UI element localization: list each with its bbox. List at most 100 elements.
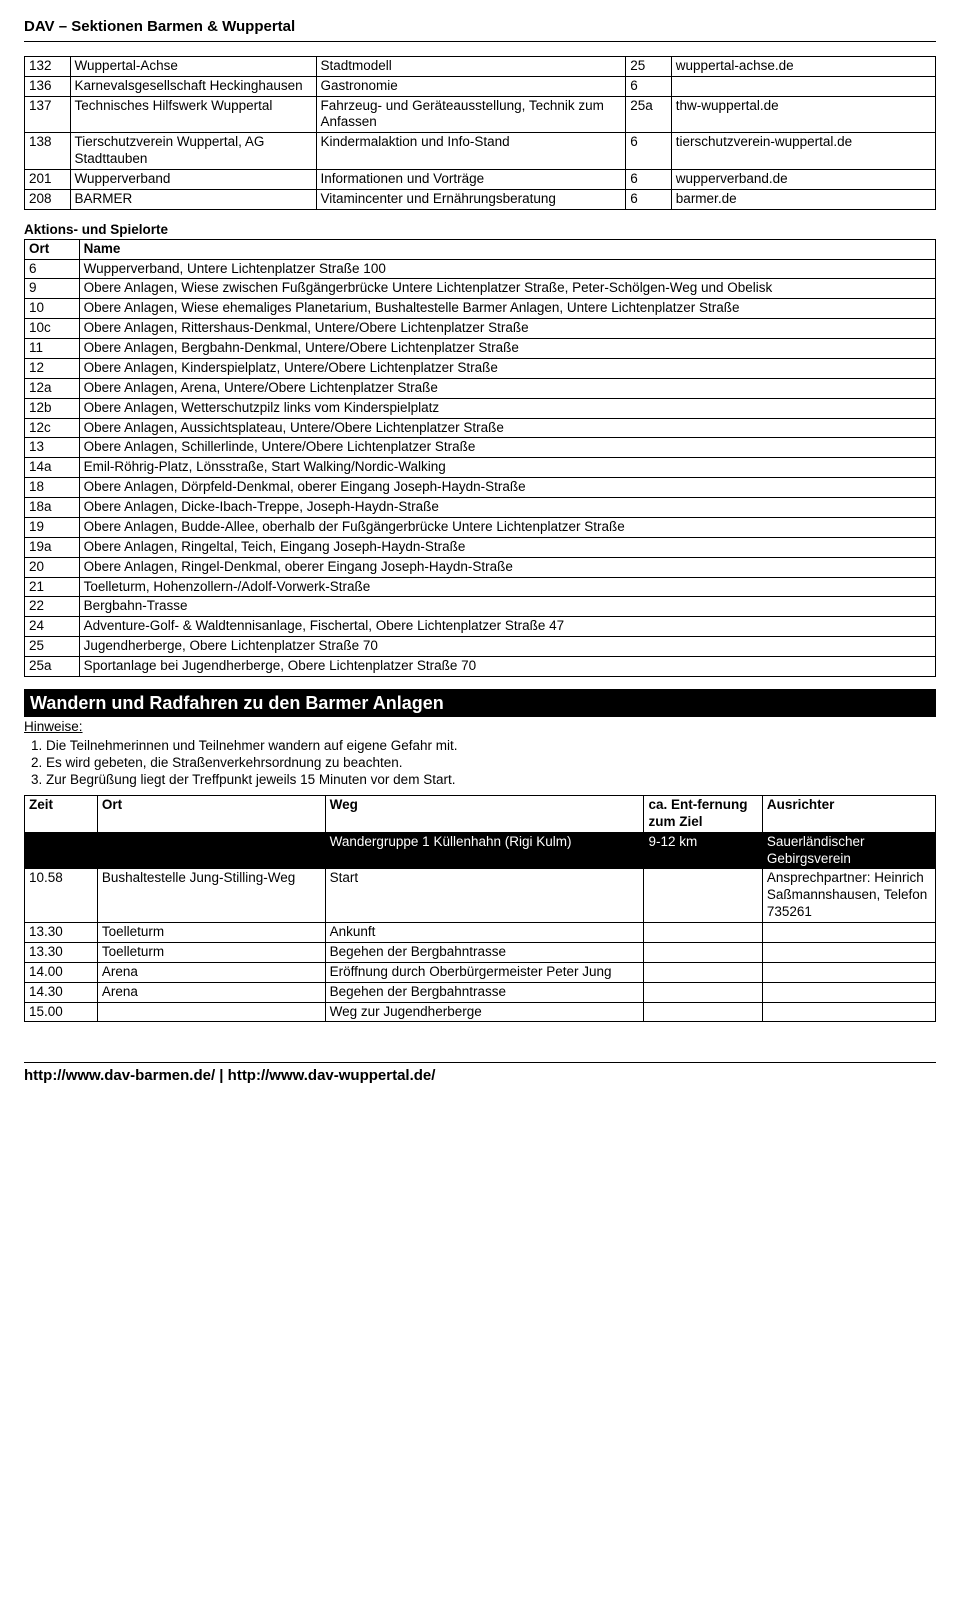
table-cell	[97, 832, 325, 869]
table-cell: Wupperverband	[70, 170, 316, 190]
table-cell: Obere Anlagen, Wiese ehemaliges Planetar…	[79, 299, 935, 319]
table-cell: Wupperverband, Untere Lichtenplatzer Str…	[79, 259, 935, 279]
table-cell: 19	[25, 517, 80, 537]
col-weg: Weg	[325, 795, 644, 832]
table-cell	[644, 982, 762, 1002]
table-cell: 25a	[25, 657, 80, 677]
table-cell	[644, 942, 762, 962]
table-cell: Stadtmodell	[316, 56, 626, 76]
table-cell: Informationen und Vorträge	[316, 170, 626, 190]
table-cell: Sportanlage bei Jugendherberge, Obere Li…	[79, 657, 935, 677]
table-cell: Wuppertal-Achse	[70, 56, 316, 76]
table-cell: Arena	[97, 982, 325, 1002]
table-cell: 132	[25, 56, 71, 76]
hint-item: Die Teilnehmerinnen und Teilnehmer wande…	[46, 738, 936, 755]
table-cell: 6	[626, 170, 672, 190]
wandern-table: Zeit Ort Weg ca. Ent-fernung zum Ziel Au…	[24, 795, 936, 1023]
table-cell	[762, 942, 935, 962]
table-cell: 9-12 km	[644, 832, 762, 869]
table-cell: 14a	[25, 458, 80, 478]
table-cell: Obere Anlagen, Wetterschutzpilz links vo…	[79, 398, 935, 418]
table-cell: 6	[626, 189, 672, 209]
table-cell	[25, 832, 98, 869]
col-entfernung: ca. Ent-fernung zum Ziel	[644, 795, 762, 832]
table-cell: Tierschutzverein Wuppertal, AG Stadttaub…	[70, 133, 316, 170]
table-cell: 13	[25, 438, 80, 458]
table-cell: Bergbahn-Trasse	[79, 597, 935, 617]
table-cell: Obere Anlagen, Kinderspielplatz, Untere/…	[79, 358, 935, 378]
table-cell: Obere Anlagen, Dicke-Ibach-Treppe, Josep…	[79, 498, 935, 518]
wandern-heading: Wandern und Radfahren zu den Barmer Anla…	[24, 689, 936, 718]
table-cell: Adventure-Golf- & Waldtennisanlage, Fisc…	[79, 617, 935, 637]
table-cell: 18a	[25, 498, 80, 518]
table-cell: Obere Anlagen, Wiese zwischen Fußgängerb…	[79, 279, 935, 299]
table-cell: Obere Anlagen, Dörpfeld-Denkmal, oberer …	[79, 478, 935, 498]
col-name: Name	[79, 239, 935, 259]
section-spielorte-title: Aktions- und Spielorte	[24, 222, 936, 239]
hints-list: Die Teilnehmerinnen und Teilnehmer wande…	[24, 738, 936, 789]
table-cell: 14.30	[25, 982, 98, 1002]
table-cell: thw-wuppertal.de	[671, 96, 935, 133]
page-header: DAV – Sektionen Barmen & Wuppertal	[24, 18, 936, 42]
table-cell: Sauerländischer Gebirgsverein	[762, 832, 935, 869]
table-cell: 12c	[25, 418, 80, 438]
table-cell: Bushaltestelle Jung-Stilling-Weg	[97, 869, 325, 923]
table-cell: Arena	[97, 962, 325, 982]
table-cell: 15.00	[25, 1002, 98, 1022]
table-cell: 19a	[25, 537, 80, 557]
table-cell: barmer.de	[671, 189, 935, 209]
hint-item: Es wird gebeten, die Straßenverkehrsordn…	[46, 755, 936, 772]
table-cell: Toelleturm	[97, 923, 325, 943]
table-cell: 12b	[25, 398, 80, 418]
table-cell	[762, 923, 935, 943]
table-cell: tierschutzverein-wuppertal.de	[671, 133, 935, 170]
table-cell: 20	[25, 557, 80, 577]
table-cell: 136	[25, 76, 71, 96]
table-cell: 6	[626, 76, 672, 96]
table-cell	[97, 1002, 325, 1022]
table-cell: Karnevalsgesellschaft Heckinghausen	[70, 76, 316, 96]
table-cell: Obere Anlagen, Ringel-Denkmal, oberer Ei…	[79, 557, 935, 577]
col-ort: Ort	[25, 239, 80, 259]
table-cell: 137	[25, 96, 71, 133]
hint-item: Zur Begrüßung liegt der Treffpunkt jewei…	[46, 772, 936, 789]
organizations-table: 132Wuppertal-AchseStadtmodell25wuppertal…	[24, 56, 936, 210]
table-cell	[644, 962, 762, 982]
table-cell	[762, 962, 935, 982]
table-cell: 25	[626, 56, 672, 76]
table-cell: Emil-Röhrig-Platz, Lönsstraße, Start Wal…	[79, 458, 935, 478]
table-cell: Toelleturm	[97, 942, 325, 962]
table-cell: 12a	[25, 378, 80, 398]
table-cell: BARMER	[70, 189, 316, 209]
table-cell: Ansprechpartner: Heinrich Saßmannshausen…	[762, 869, 935, 923]
table-cell	[762, 1002, 935, 1022]
table-cell	[762, 982, 935, 1002]
table-cell: Wandergruppe 1 Küllenhahn (Rigi Kulm)	[325, 832, 644, 869]
table-cell: wupperverband.de	[671, 170, 935, 190]
table-cell: 21	[25, 577, 80, 597]
table-cell: 22	[25, 597, 80, 617]
table-cell: 10c	[25, 319, 80, 339]
col-zeit: Zeit	[25, 795, 98, 832]
table-cell: Vitamincenter und Ernährungsberatung	[316, 189, 626, 209]
table-cell: Gastronomie	[316, 76, 626, 96]
table-cell: Obere Anlagen, Aussichtsplateau, Untere/…	[79, 418, 935, 438]
table-cell: 12	[25, 358, 80, 378]
table-cell: Obere Anlagen, Bergbahn-Denkmal, Untere/…	[79, 339, 935, 359]
table-cell: Obere Anlagen, Arena, Untere/Obere Licht…	[79, 378, 935, 398]
table-cell	[644, 1002, 762, 1022]
table-cell: 6	[626, 133, 672, 170]
table-cell: Jugendherberge, Obere Lichtenplatzer Str…	[79, 637, 935, 657]
table-cell: 11	[25, 339, 80, 359]
col-ausrichter: Ausrichter	[762, 795, 935, 832]
table-cell: Eröffnung durch Oberbürgermeister Peter …	[325, 962, 644, 982]
table-cell: Begehen der Bergbahntrasse	[325, 982, 644, 1002]
table-cell	[671, 76, 935, 96]
table-cell: Fahrzeug- und Geräteausstellung, Technik…	[316, 96, 626, 133]
table-cell	[644, 923, 762, 943]
table-cell: 6	[25, 259, 80, 279]
table-cell: 10	[25, 299, 80, 319]
table-cell: Obere Anlagen, Rittershaus-Denkmal, Unte…	[79, 319, 935, 339]
table-cell: Ankunft	[325, 923, 644, 943]
table-cell: 10.58	[25, 869, 98, 923]
